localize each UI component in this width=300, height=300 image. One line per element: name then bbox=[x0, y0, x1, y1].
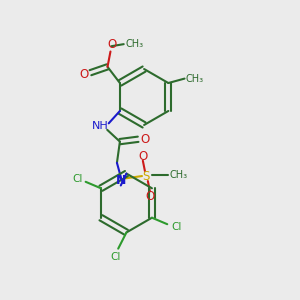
Text: Cl: Cl bbox=[110, 252, 120, 262]
Text: Cl: Cl bbox=[171, 222, 181, 232]
Text: O: O bbox=[138, 149, 148, 163]
Text: CH₃: CH₃ bbox=[126, 39, 144, 49]
Text: O: O bbox=[145, 190, 154, 202]
Text: NH: NH bbox=[92, 121, 109, 131]
Text: Cl: Cl bbox=[72, 174, 82, 184]
Text: O: O bbox=[107, 38, 117, 51]
Text: S: S bbox=[143, 169, 150, 183]
Text: CH₃: CH₃ bbox=[186, 74, 204, 84]
Text: N: N bbox=[116, 174, 127, 187]
Text: O: O bbox=[140, 133, 149, 146]
Text: CH₃: CH₃ bbox=[170, 169, 188, 180]
Text: O: O bbox=[79, 68, 88, 81]
